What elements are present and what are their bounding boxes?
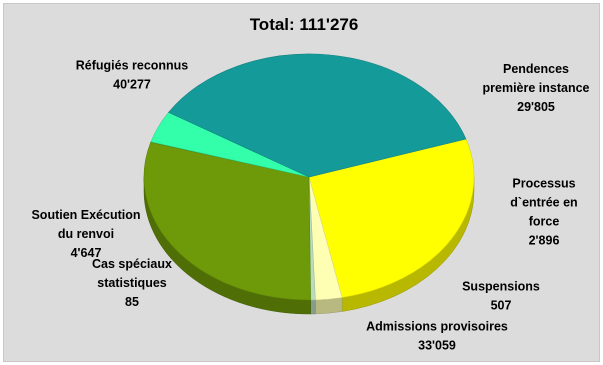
pie-depth-layer: [143, 176, 475, 315]
chart-title: Total: 111'276: [250, 15, 359, 34]
slice-value: 40'277: [113, 78, 151, 92]
pie-slice-side: [310, 299, 316, 315]
pie-top-layer: [143, 53, 475, 301]
slice-value: 507: [491, 299, 512, 313]
pie-slice: [308, 138, 475, 298]
slice-label-line: Suspensions: [462, 280, 540, 294]
chart-area: Total: 111'276 Pendences première instanc…: [3, 3, 600, 362]
slice-label-line: statistiques: [97, 276, 167, 290]
pie-slice: [143, 141, 311, 301]
slice-label-line: première instance: [483, 81, 590, 95]
slice-value: 33'059: [418, 339, 456, 353]
pie-chart: Total: 111'276 Pendences première instanc…: [31, 15, 589, 353]
slice-value: 85: [125, 295, 139, 309]
slice-label: Cas spéciaux statistiques 85: [92, 257, 172, 309]
slice-value: 2'896: [529, 234, 560, 248]
pie-slice: [168, 53, 467, 178]
slice-label-line: Soutien Exécution: [31, 208, 140, 222]
slice-value: 4'647: [71, 246, 102, 260]
slice-label-line: Processus: [512, 177, 575, 191]
slice-label-line: Cas spéciaux: [92, 257, 172, 271]
slice-label: Admissions provisoires 33'059: [366, 320, 508, 353]
slice-label: Réfugiés reconnus 40'277: [76, 59, 189, 92]
slice-label-line: d`entrée en: [510, 196, 577, 210]
slice-label-line: Réfugiés reconnus: [76, 59, 189, 73]
pie-labels: Pendences première instance 29'805 Processu…: [31, 59, 589, 353]
slice-label-line: force: [529, 215, 560, 229]
slice-label: Pendences première instance 29'805: [483, 62, 590, 114]
slice-label-line: du renvoi: [58, 227, 114, 241]
slice-label: Suspensions 507: [462, 280, 540, 313]
slice-value: 29'805: [517, 100, 555, 114]
slice-label: Processus d`entrée en force 2'896: [510, 177, 577, 248]
slice-label-line: Pendences: [503, 62, 569, 76]
slice-label-line: Admissions provisoires: [366, 320, 508, 334]
slice-label: Soutien Exécution du renvoi 4'647: [31, 208, 140, 260]
